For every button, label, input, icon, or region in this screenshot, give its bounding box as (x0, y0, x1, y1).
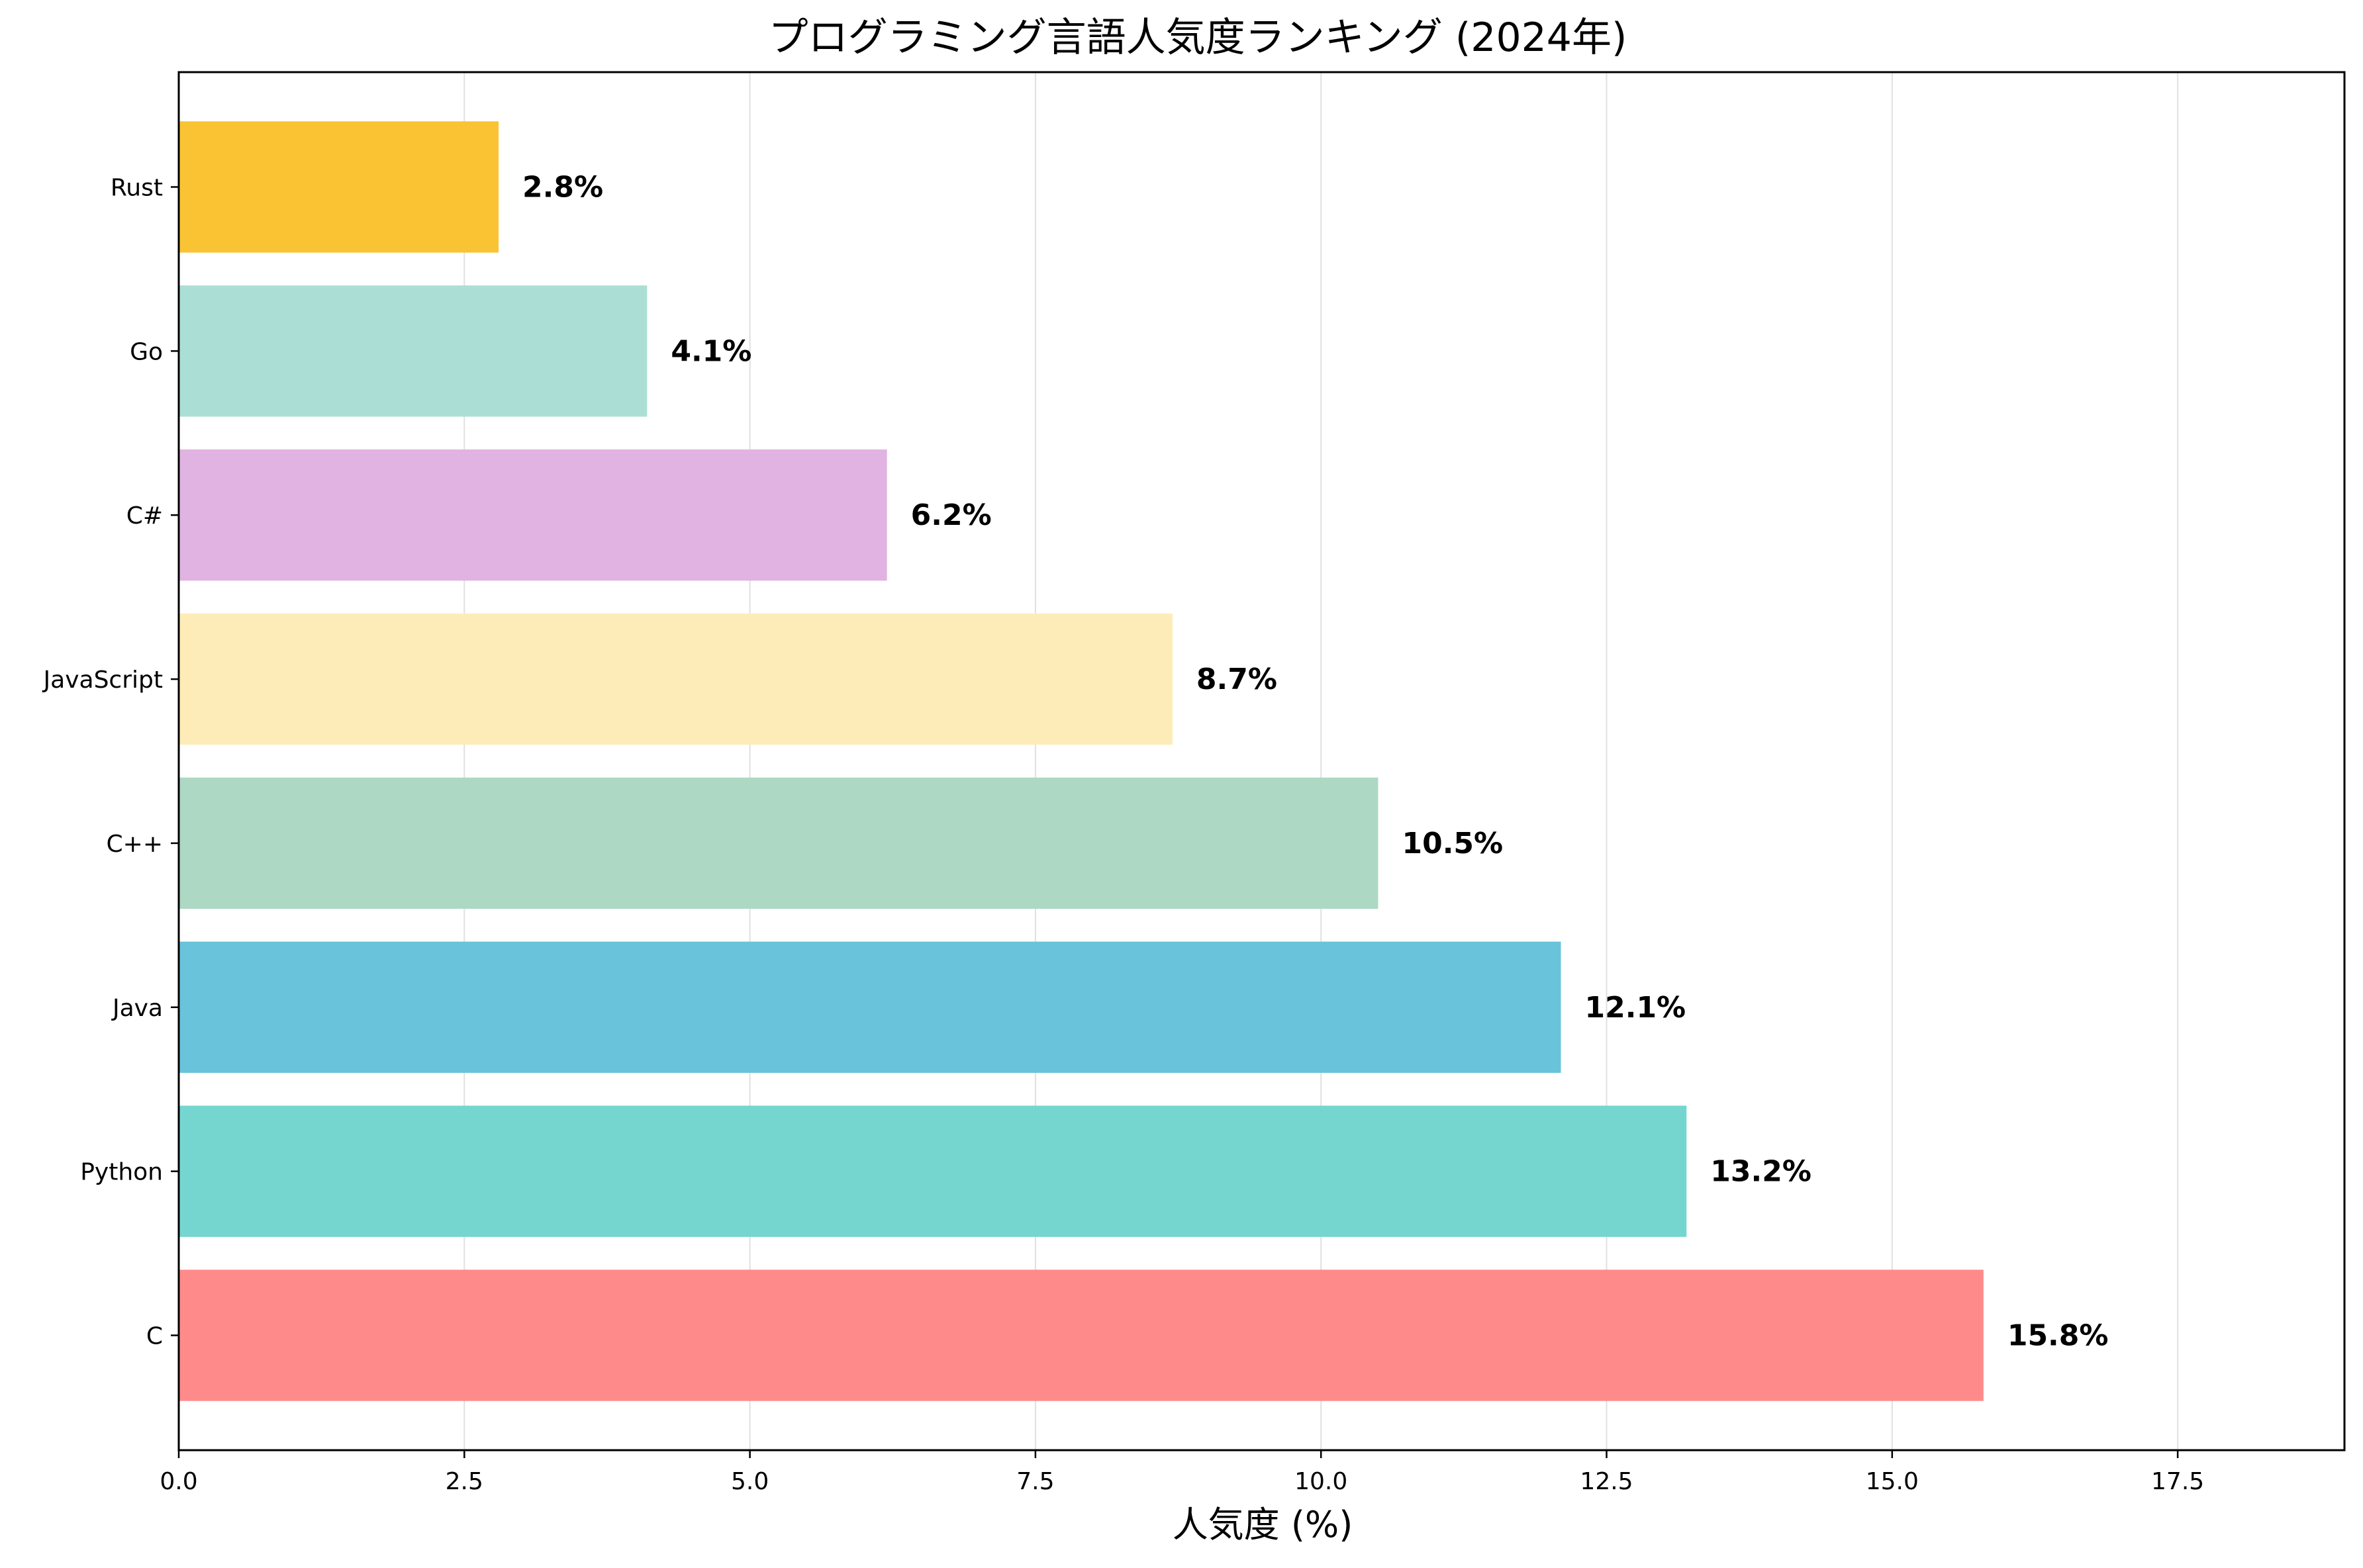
bar-value-label: 13.2% (1710, 1155, 1811, 1189)
bar-value-label: 4.1% (671, 334, 751, 368)
y-tick-label: C# (126, 502, 163, 530)
x-tick-label: 0.0 (160, 1468, 197, 1495)
bar-python (179, 1105, 1687, 1237)
x-tick-label: 15.0 (1866, 1468, 1919, 1495)
x-tick-label: 2.5 (446, 1468, 483, 1495)
bar-value-label: 6.2% (911, 498, 992, 532)
x-tick-label: 17.5 (2151, 1468, 2204, 1495)
y-tick-label: Rust (111, 175, 163, 202)
y-tick-label: C (146, 1323, 163, 1350)
bar-go (179, 285, 648, 417)
x-tick-label: 5.0 (731, 1468, 769, 1495)
bar-value-label: 2.8% (522, 171, 603, 205)
bars (179, 121, 1984, 1401)
x-tick-label: 7.5 (1016, 1468, 1054, 1495)
y-tick-label: Java (111, 995, 163, 1022)
bar-value-label: 8.7% (1196, 663, 1277, 696)
y-tick-label: JavaScript (42, 667, 163, 694)
y-axis-ticks: C Python Java C++ JavaScript C# Go Rust (42, 175, 179, 1350)
x-axis-ticks: 0.0 2.5 5.0 7.5 10.0 12.5 15.0 17.5 (160, 1450, 2204, 1495)
y-tick-label: Python (80, 1159, 163, 1186)
bar-javascript (179, 613, 1173, 745)
plot-area-frame (177, 71, 2346, 1452)
y-tick-label: Go (130, 338, 163, 365)
bar-c (179, 777, 1378, 909)
bar-value-label: 12.1% (1585, 991, 1686, 1025)
bar-value-label: 10.5% (1402, 827, 1503, 860)
bar-value-label: 15.8% (2007, 1319, 2109, 1353)
x-tick-label: 12.5 (1580, 1468, 1633, 1495)
bar-value-labels: 15.8% 13.2% 12.1% 10.5% 8.7% 6.2% 4.1% 2.8% (522, 171, 2108, 1353)
bar-rust (179, 121, 499, 253)
chart-title: プログラミング言語人気度ランキング (2024年) (769, 15, 1627, 61)
bar-c (179, 1269, 1984, 1401)
x-axis-label: 人気度 (%) (1173, 1504, 1353, 1545)
bar-c (179, 449, 887, 581)
x-tick-label: 10.0 (1294, 1468, 1347, 1495)
y-tick-label: C++ (107, 831, 163, 858)
bar-java (179, 941, 1561, 1073)
